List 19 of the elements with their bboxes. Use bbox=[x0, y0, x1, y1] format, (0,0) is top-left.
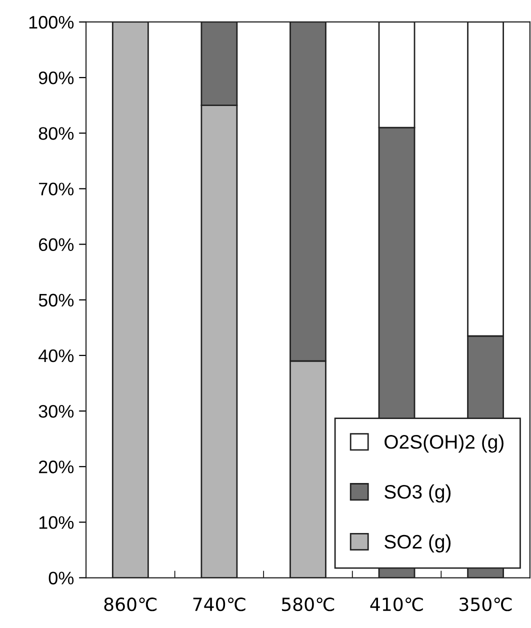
y-tick-label: 40% bbox=[38, 349, 74, 362]
x-tick-label: 580℃ bbox=[282, 598, 334, 612]
legend-label: SO3 (g) bbox=[384, 484, 451, 503]
y-tick-label: 80% bbox=[38, 127, 74, 140]
y-tick-label: 100% bbox=[29, 16, 74, 29]
legend-label: SO2 (g) bbox=[384, 534, 451, 552]
x-tick-label: 740℃ bbox=[193, 598, 246, 612]
y-tick-label: 90% bbox=[38, 71, 74, 84]
y-tick-label: 60% bbox=[38, 238, 74, 252]
y-tick-label: 50% bbox=[38, 294, 74, 307]
y-tick-label: 20% bbox=[38, 460, 74, 474]
y-tick-label: 10% bbox=[39, 516, 74, 529]
x-tick-label: 410℃ bbox=[370, 598, 423, 612]
y-tick-label: 70% bbox=[39, 182, 74, 196]
y-tick-label: 30% bbox=[38, 404, 74, 418]
x-tick-label: 860℃ bbox=[104, 598, 157, 612]
x-tick-label: 350℃ bbox=[460, 598, 512, 612]
legend-label: O2S(OH)2 (g) bbox=[384, 434, 504, 453]
y-tick-label: 0% bbox=[48, 572, 74, 584]
